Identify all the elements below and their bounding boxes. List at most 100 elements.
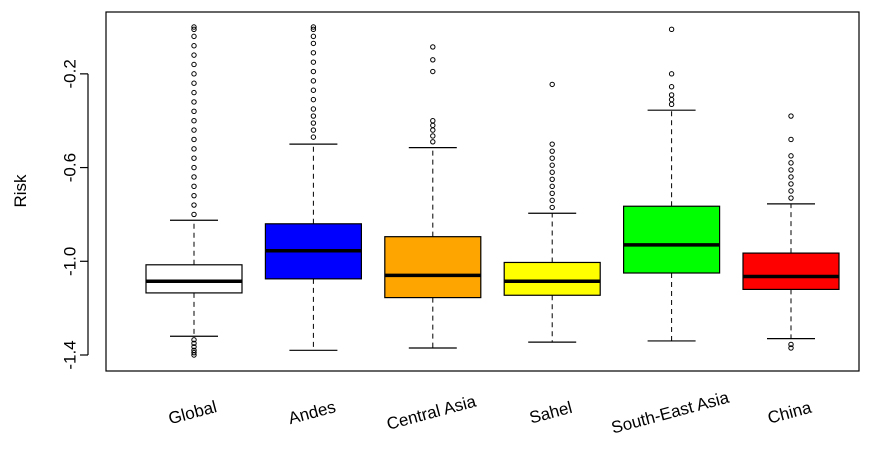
outlier-point — [668, 26, 675, 33]
outlier-point — [191, 99, 197, 105]
outlier-point — [191, 183, 197, 190]
outlier-point — [668, 92, 675, 98]
outlier-point — [788, 341, 794, 348]
outlier-point — [191, 108, 197, 115]
outlier-point — [191, 24, 197, 30]
outlier-point — [430, 57, 436, 63]
outlier-point — [310, 113, 317, 119]
outlier-point — [788, 136, 794, 143]
outlier-point — [191, 71, 197, 77]
outlier-point — [549, 169, 555, 175]
box-global — [145, 24, 243, 358]
outlier-point — [430, 68, 436, 75]
outlier-point — [430, 122, 436, 129]
box-iqr — [622, 205, 721, 274]
box-south-east-asia — [622, 26, 721, 342]
outlier-point — [549, 148, 555, 154]
outlier-point — [788, 167, 794, 173]
outlier-point — [788, 181, 794, 187]
outlier-point — [788, 160, 794, 166]
outlier-point — [191, 174, 197, 180]
outlier-point — [191, 89, 197, 96]
x-axis-labels: Global Andes Central Asia Sahel South-East A… — [166, 388, 814, 438]
outlier-point — [549, 183, 555, 190]
x-category-label: Global — [166, 397, 218, 428]
outlier-point — [310, 87, 317, 93]
y-tick-label: -1.0 — [61, 247, 80, 276]
outlier-point — [549, 141, 555, 147]
box-iqr — [145, 264, 243, 294]
y-tick-label: -1.4 — [61, 340, 80, 369]
outlier-point — [191, 136, 197, 143]
outlier-point — [668, 101, 675, 108]
outlier-point — [191, 52, 197, 58]
x-category-label: Central Asia — [385, 392, 479, 434]
outlier-point — [430, 127, 436, 133]
outlier-point — [788, 195, 794, 201]
outlier-point — [191, 146, 197, 152]
outlier-point — [310, 33, 317, 40]
outlier-point — [549, 204, 555, 211]
outlier-point — [310, 68, 317, 75]
outlier-point — [549, 176, 555, 182]
outlier-point — [549, 197, 555, 204]
outlier-point — [191, 344, 197, 350]
y-axis-title: Risk — [11, 174, 30, 208]
outlier-point — [310, 106, 317, 112]
outlier-point — [310, 134, 317, 140]
outlier-point — [310, 59, 317, 65]
box-series — [145, 24, 840, 358]
outlier-point — [310, 127, 317, 133]
x-category-label: South-East Asia — [609, 388, 731, 438]
box-china — [742, 113, 840, 351]
outlier-point — [191, 26, 197, 33]
outlier-point — [191, 192, 197, 199]
box-iqr — [742, 252, 840, 290]
y-axis: -1.4 -1.0 -0.6 -0.2 — [61, 59, 89, 370]
outlier-point — [310, 24, 317, 30]
outlier-point — [191, 127, 197, 133]
outlier-point — [191, 340, 197, 346]
outlier-point — [191, 352, 197, 358]
outlier-point — [549, 162, 555, 168]
outlier-point — [191, 118, 197, 124]
outlier-point — [788, 113, 794, 119]
outlier-point — [668, 84, 675, 90]
box-andes — [264, 24, 362, 351]
outlier-point — [788, 174, 794, 180]
outlier-point — [668, 71, 675, 77]
outlier-point — [310, 120, 317, 126]
x-category-label: China — [766, 398, 814, 428]
outlier-point — [310, 26, 317, 33]
outlier-point — [310, 40, 317, 47]
box-sahel — [503, 81, 601, 343]
outlier-point — [191, 211, 197, 218]
outlier-point — [191, 80, 197, 86]
outlier-point — [310, 50, 317, 56]
outlier-point — [549, 155, 555, 161]
outlier-point — [549, 190, 555, 197]
plot-frame — [105, 11, 860, 372]
outlier-point — [191, 155, 197, 161]
box-iqr — [384, 236, 482, 299]
outlier-point — [430, 139, 436, 145]
outlier-point — [191, 202, 197, 208]
outlier-point — [430, 118, 436, 124]
outlier-point — [191, 61, 197, 68]
outlier-point — [430, 133, 436, 139]
outlier-point — [191, 337, 197, 343]
outlier-point — [788, 345, 794, 351]
box-iqr — [503, 261, 601, 296]
y-tick-label: -0.2 — [61, 59, 80, 88]
outlier-point — [310, 78, 317, 84]
outlier-point — [191, 43, 197, 49]
outlier-point — [191, 349, 197, 356]
outlier-point — [191, 33, 197, 40]
outlier-point — [788, 188, 794, 194]
x-category-label: Sahel — [527, 398, 574, 428]
outlier-point — [549, 81, 555, 88]
outlier-point — [788, 153, 794, 159]
outlier-point — [668, 96, 675, 103]
